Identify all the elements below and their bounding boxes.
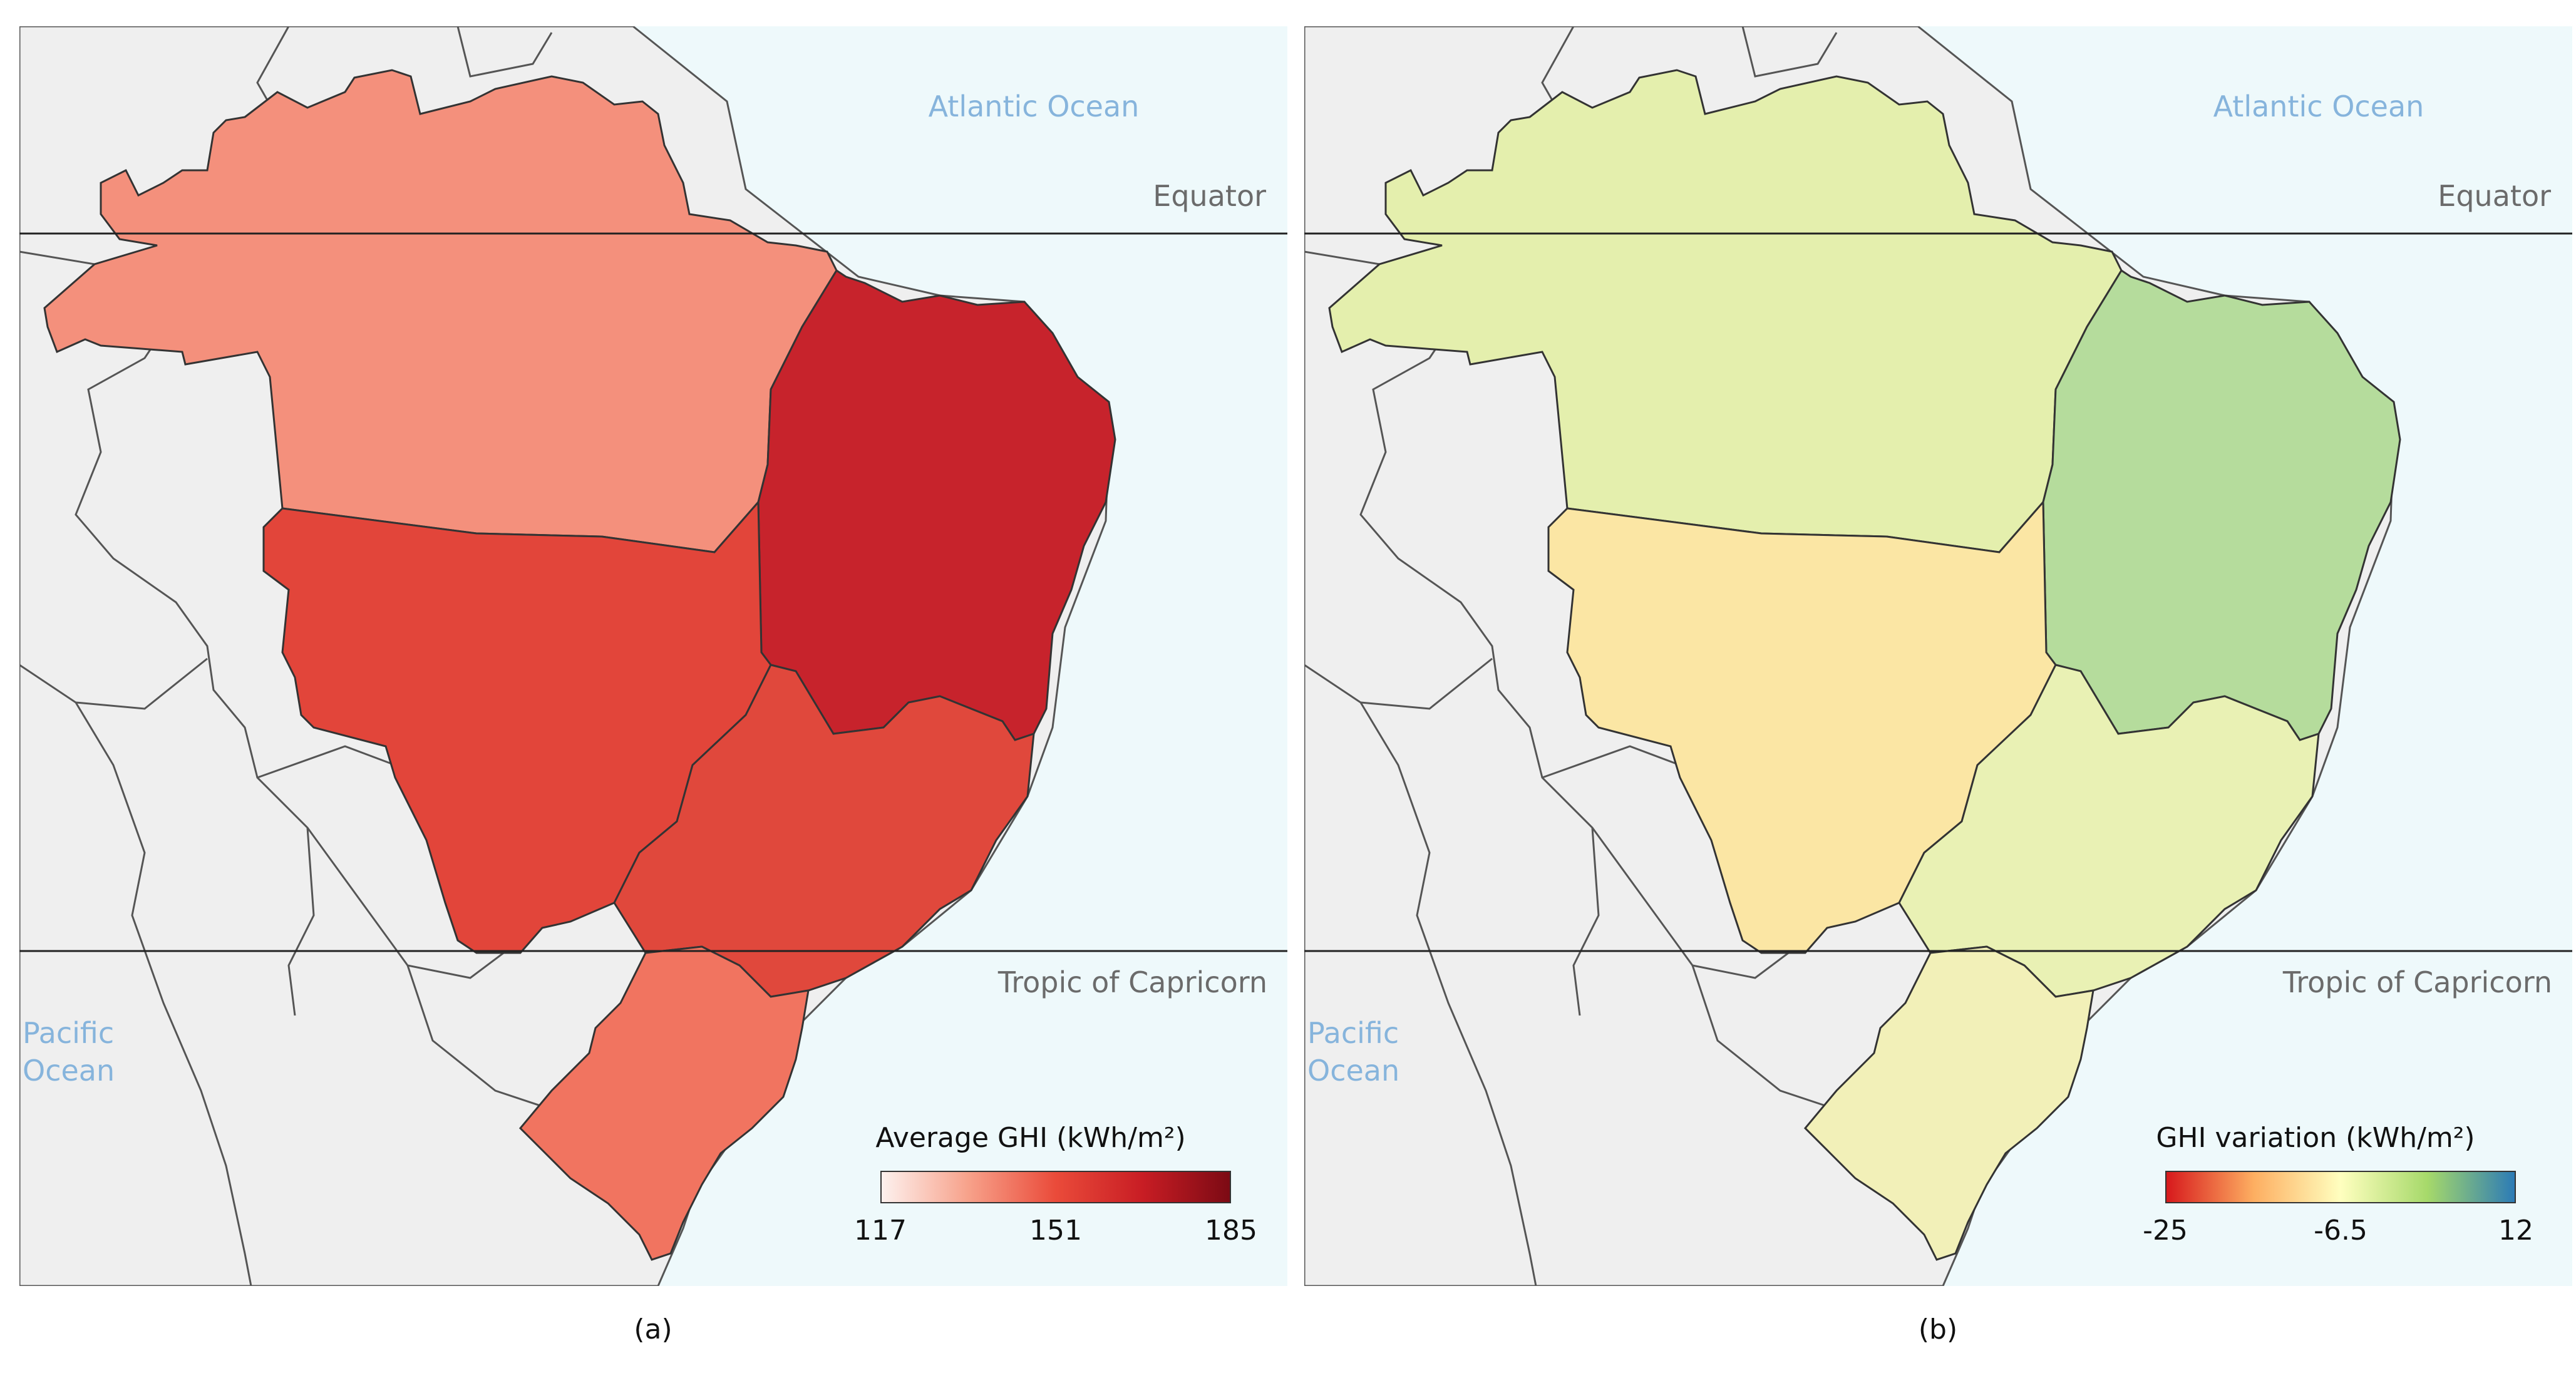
region-center-west xyxy=(1547,500,2057,954)
caption-b: (b) xyxy=(1918,1314,1958,1345)
pacific-ocean-label: Pacific Ocean xyxy=(23,1016,115,1087)
map-panel-ghi-variation: Atlantic Ocean Pacific Ocean Equator Tro… xyxy=(1304,26,2572,1286)
tropic-label: Tropic of Capricorn xyxy=(997,965,1267,999)
legend-tick-min: -25 xyxy=(2143,1215,2188,1247)
legend-tick-min: 117 xyxy=(854,1215,907,1247)
region-northeast xyxy=(2042,269,2401,741)
tropic-label: Tropic of Capricorn xyxy=(2282,965,2552,999)
atlantic-ocean-label: Atlantic Ocean xyxy=(928,90,1140,123)
pacific-ocean-label: Pacific Ocean xyxy=(1307,1016,1400,1087)
brazil-regions xyxy=(1328,69,2401,1261)
legend-ghi-variation: GHI variation (kWh/m²) -25 -6.5 12 xyxy=(2128,1122,2553,1272)
region-center-west xyxy=(262,500,772,954)
brazil-map-b xyxy=(1304,26,2572,1286)
legend-tick-max: 185 xyxy=(1205,1215,1257,1247)
legend-title: GHI variation (kWh/m²) xyxy=(2156,1122,2475,1154)
legend-color-bar xyxy=(2165,1171,2516,1203)
legend-average-ghi: Average GHI (kWh/m²) 117 151 185 xyxy=(843,1122,1269,1272)
region-northeast xyxy=(757,269,1116,741)
legend-tick-max: 12 xyxy=(2498,1215,2533,1247)
region-south xyxy=(1803,945,2094,1261)
legend-tick-mid: -6.5 xyxy=(2314,1215,2367,1247)
brazil-regions xyxy=(43,69,1116,1261)
region-southeast xyxy=(613,664,1035,998)
map-panel-average-ghi: Atlantic Ocean Pacific Ocean Equator Tro… xyxy=(19,26,1287,1286)
caption-a: (a) xyxy=(634,1314,672,1345)
region-south xyxy=(518,945,810,1261)
legend-title: Average GHI (kWh/m²) xyxy=(875,1122,1186,1154)
region-southeast xyxy=(1898,664,2320,998)
legend-color-bar xyxy=(880,1171,1231,1203)
equator-label: Equator xyxy=(2438,179,2551,213)
legend-tick-mid: 151 xyxy=(1029,1215,1082,1247)
atlantic-ocean-label: Atlantic Ocean xyxy=(2213,90,2424,123)
brazil-map-a xyxy=(19,26,1287,1286)
equator-label: Equator xyxy=(1153,179,1266,213)
